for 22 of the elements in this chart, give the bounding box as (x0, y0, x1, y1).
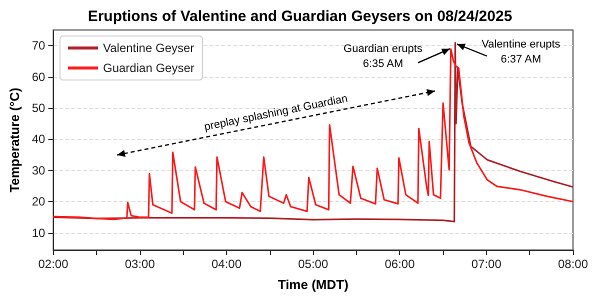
x-tick-label: 07:00 (471, 257, 502, 271)
y-tick-label: 60 (32, 70, 46, 84)
y-tick-label: 50 (32, 101, 46, 116)
x-tick-label: 03:00 (124, 257, 156, 271)
chart-title: Eruptions of Valentine and Guardian Geysers on 08/24/2025 (88, 8, 512, 25)
annotation: preplay splashing at Guardian (203, 92, 349, 134)
x-tick-label: 04:00 (211, 257, 242, 271)
y-tick-label: 70 (32, 38, 46, 53)
x-tick-label: 06:00 (384, 257, 416, 271)
legend-label: Valentine Geyser (103, 41, 194, 55)
y-axis-title: Temperature (°C) (7, 88, 22, 192)
y-tick-label: 20 (32, 194, 46, 209)
y-tick-label: 40 (32, 132, 46, 146)
x-tick-label: 02:00 (38, 257, 69, 271)
annotation: Guardian erupts 6:35 AM (344, 43, 423, 70)
x-tick-label: 05:00 (298, 257, 328, 271)
y-tick-label: 10 (32, 226, 46, 240)
x-axis-title: Time (MDT) (278, 277, 348, 292)
x-tick-label: 08:00 (558, 257, 588, 271)
y-tick-label: 30 (32, 163, 46, 178)
annotation: Valentine erupts 6:37 AM (482, 38, 561, 66)
legend-label: Guardian Geyser (103, 61, 194, 75)
